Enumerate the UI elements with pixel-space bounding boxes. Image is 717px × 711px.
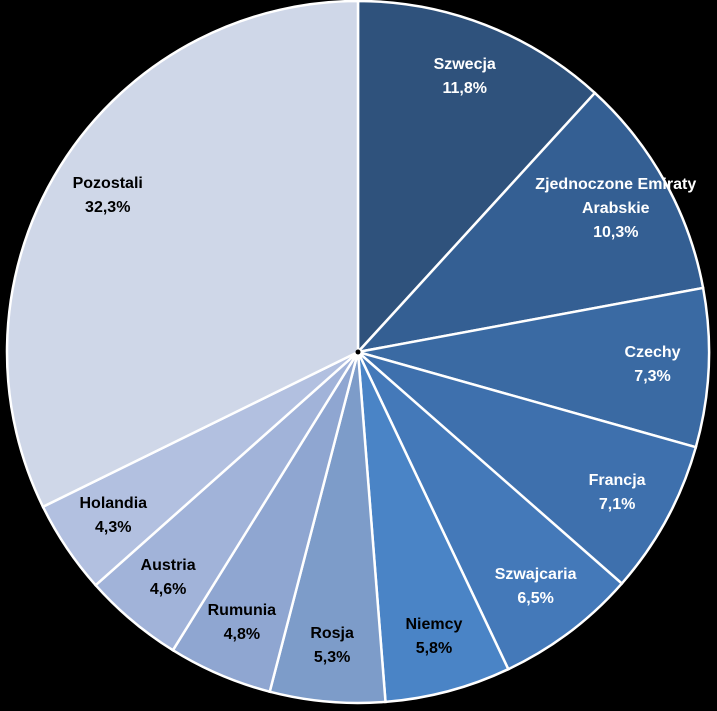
pie-slice	[356, 351, 510, 704]
value-label: 10,3%	[593, 223, 639, 241]
pie-slice	[356, 0, 597, 356]
pie-slice	[356, 351, 624, 671]
pie-center	[355, 349, 361, 355]
pie-slice	[354, 91, 705, 354]
category-label: Pozostali	[72, 175, 143, 193]
category-label: Czechy	[624, 344, 681, 362]
category-label: Holandia	[79, 495, 148, 513]
slice-label: Szwajcaria 6,5%	[451, 563, 621, 611]
category-label: Niemcy	[405, 615, 463, 633]
category-label: Francja	[588, 471, 646, 489]
category-label: Rumunia	[207, 602, 277, 619]
value-label: 7,1%	[598, 495, 636, 513]
value-label: 5,8%	[415, 639, 453, 657]
slice-label: Holandia 4,3%	[28, 492, 198, 540]
slice-label: Niemcy 5,8%	[349, 613, 519, 661]
value-label: 7,3%	[634, 368, 671, 386]
slice-label: Rumunia 4,8%	[157, 599, 327, 647]
slice-label: Zjednoczone Emiraty Arabskie 10,3%	[531, 173, 701, 245]
value-label: 4,6%	[149, 580, 187, 598]
category-label: Austria	[140, 556, 196, 574]
value-label: 4,8%	[223, 626, 261, 643]
slice-label: Pozostali 32,3%	[23, 172, 193, 220]
category-label: Szwajcaria	[494, 566, 577, 584]
value-label: 32,3%	[85, 199, 131, 217]
slice-label: Rosja 5,3%	[247, 622, 417, 670]
value-label: 5,3%	[313, 648, 351, 666]
category-label: Szwecja	[433, 56, 496, 74]
slice-label: Austria 4,6%	[83, 554, 253, 602]
category-label: Zjednoczone Emiraty Arabskie	[535, 175, 697, 217]
slice-label: Szwecja 11,8%	[380, 53, 550, 101]
pie-slice	[357, 286, 711, 449]
pie-slice	[5, 0, 360, 509]
slice-label: Czechy 7,3%	[568, 341, 717, 389]
slice-label: Francja 7,1%	[532, 469, 702, 517]
category-label: Rosja	[310, 624, 354, 642]
value-label: 11,8%	[442, 80, 487, 98]
value-label: 6,5%	[517, 590, 554, 608]
pie-slice	[357, 350, 698, 586]
value-label: 4,3%	[95, 519, 132, 537]
